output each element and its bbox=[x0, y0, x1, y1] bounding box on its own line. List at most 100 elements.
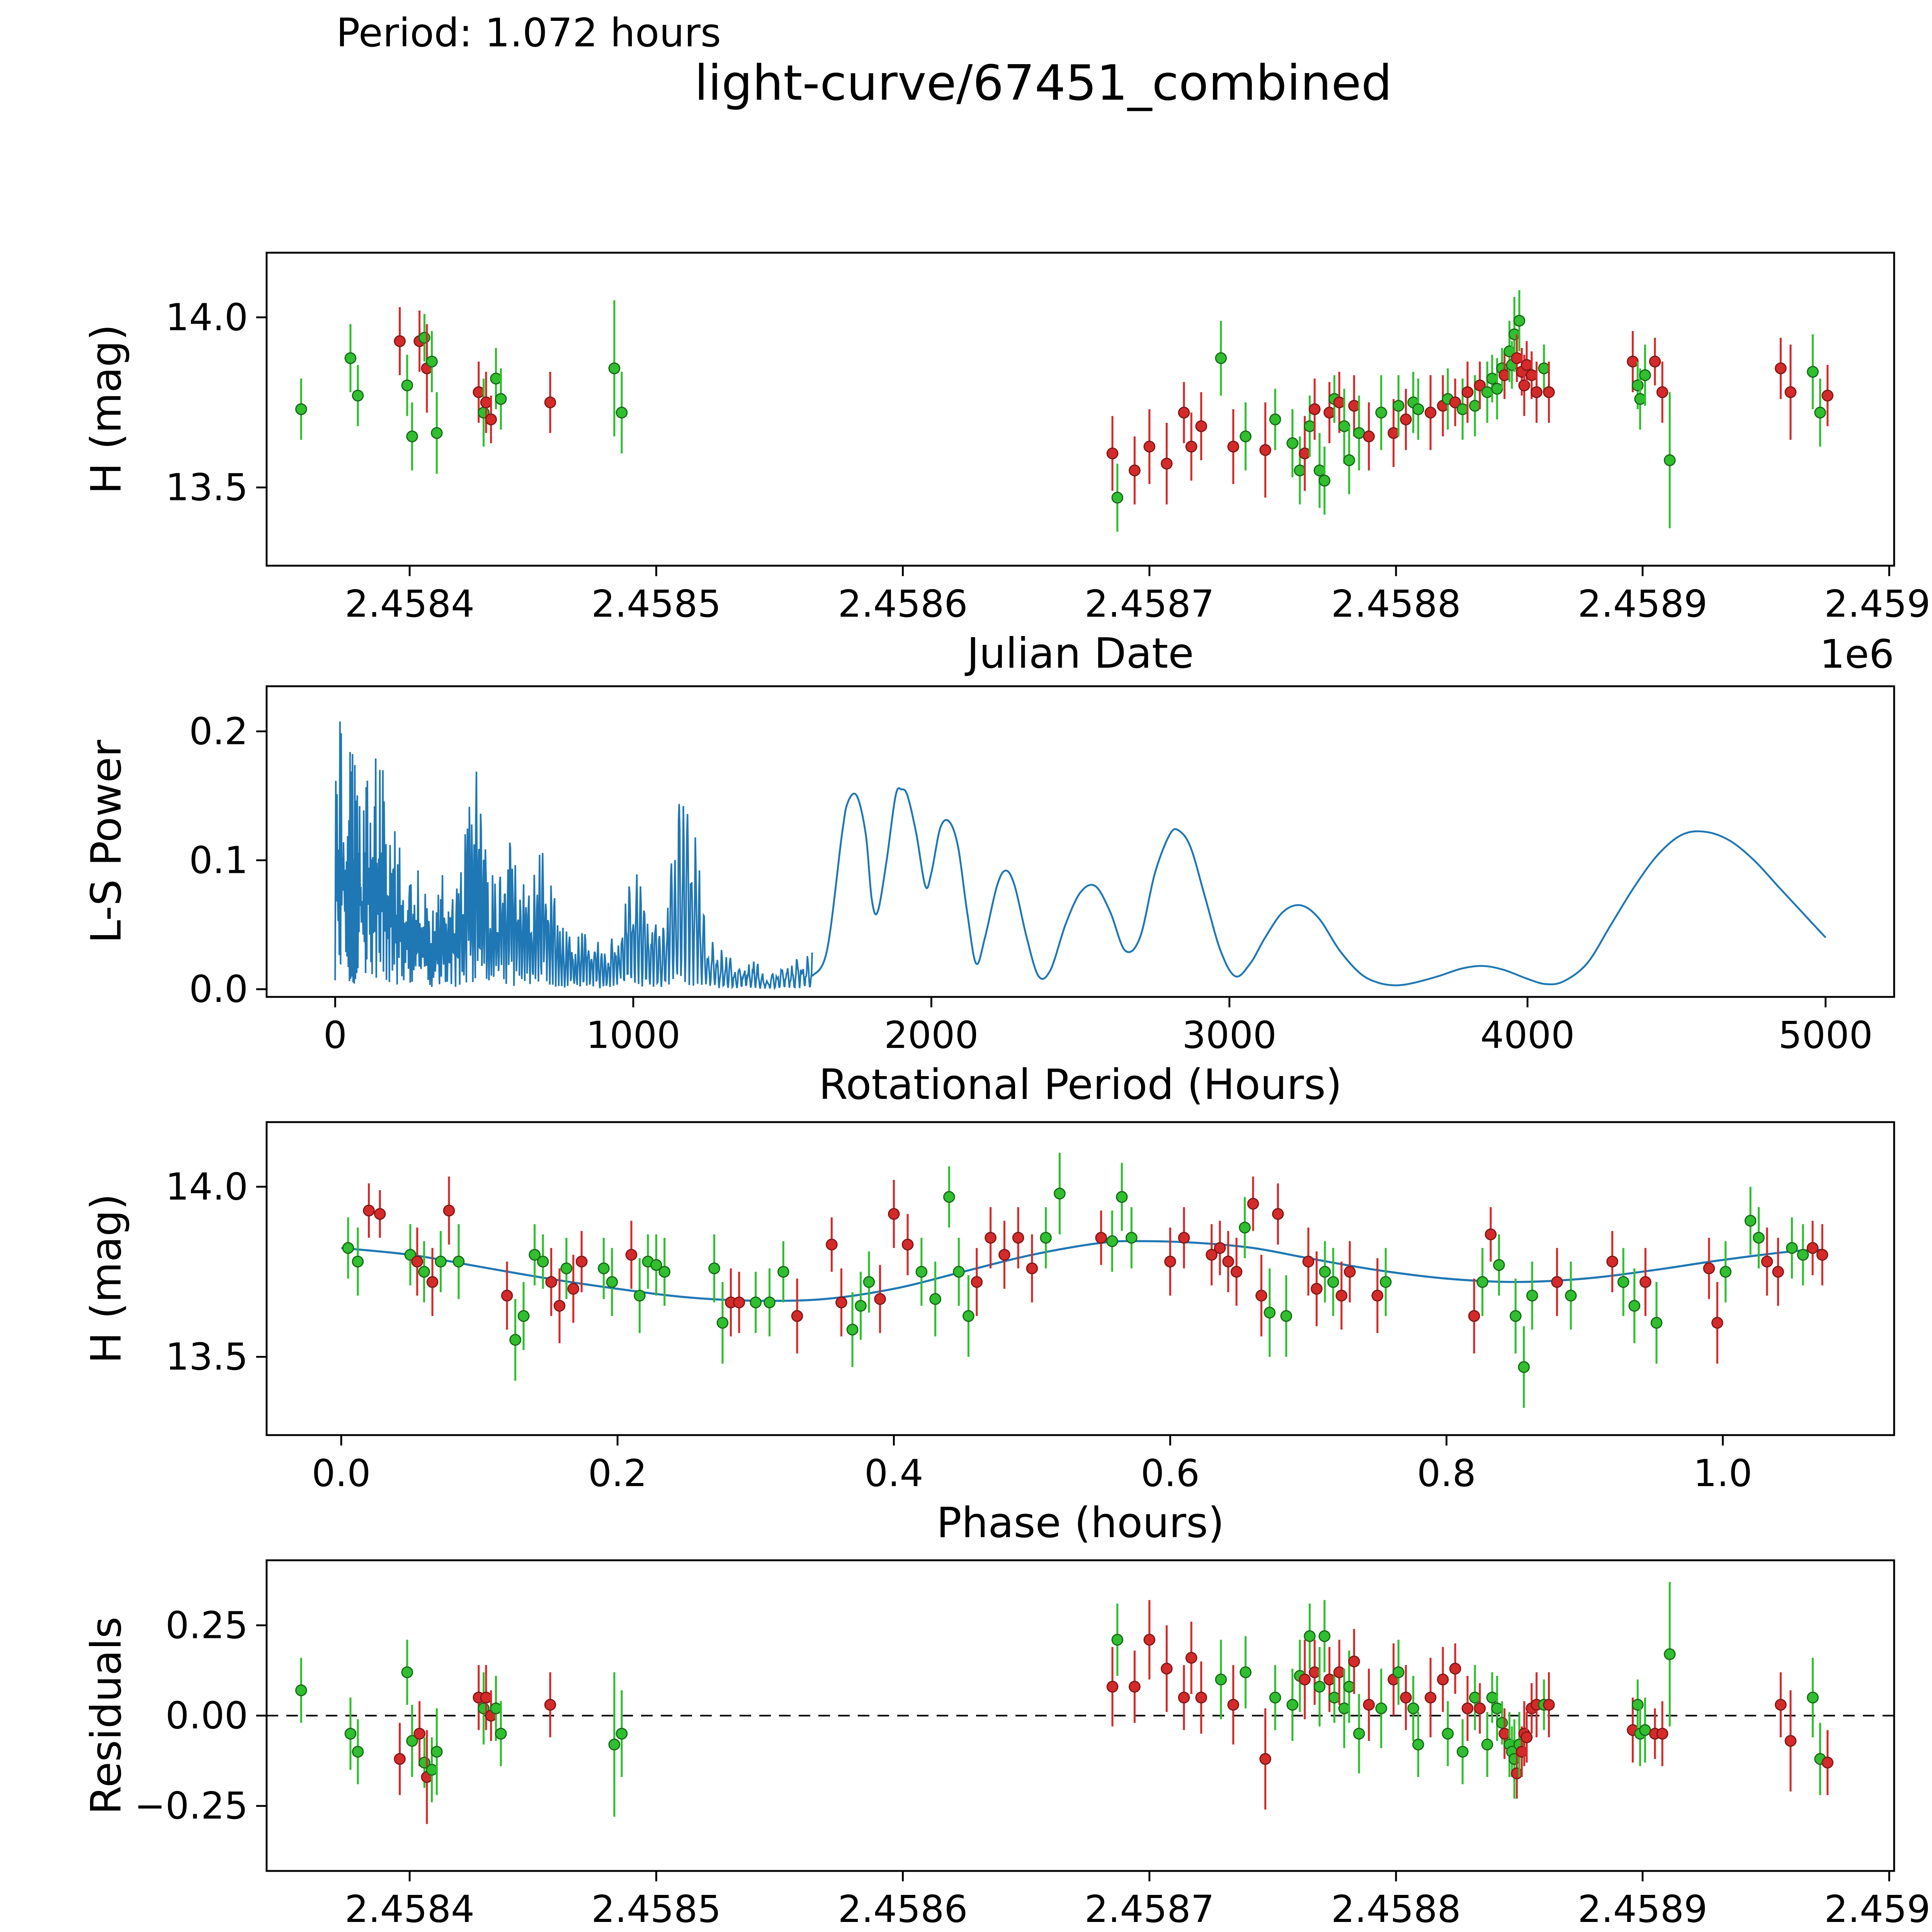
data-point bbox=[1496, 1717, 1508, 1729]
data-point bbox=[1516, 1746, 1528, 1758]
data-point bbox=[1343, 1680, 1355, 1693]
x-tick-label: 2.4585 bbox=[591, 1888, 721, 1931]
data-point bbox=[1363, 430, 1375, 442]
data-point bbox=[480, 396, 492, 408]
data-point bbox=[658, 1266, 671, 1278]
data-point bbox=[1631, 379, 1644, 391]
data-point bbox=[1371, 1289, 1384, 1302]
data-point bbox=[344, 1728, 357, 1740]
data-point bbox=[1111, 1634, 1124, 1646]
data-point bbox=[1538, 362, 1550, 374]
data-point bbox=[1338, 420, 1350, 432]
x-tick-label: 2.4589 bbox=[1578, 1888, 1708, 1931]
data-point bbox=[501, 1289, 513, 1302]
data-point bbox=[1348, 400, 1360, 412]
y-tick-label: 0.0 bbox=[189, 968, 248, 1011]
data-point bbox=[1816, 1249, 1828, 1261]
data-point bbox=[1631, 1699, 1644, 1711]
data-point bbox=[777, 1266, 789, 1278]
x-tick-label: 2.4590 bbox=[1824, 582, 1932, 626]
data-point bbox=[985, 1232, 997, 1244]
data-point bbox=[1711, 1317, 1723, 1329]
data-point bbox=[1628, 1300, 1641, 1312]
data-point bbox=[1498, 369, 1510, 381]
data-point bbox=[1095, 1232, 1107, 1244]
data-point bbox=[1328, 1691, 1340, 1704]
data-point bbox=[1513, 315, 1526, 327]
x-tick-label: 2.4586 bbox=[838, 1888, 968, 1931]
data-point bbox=[1178, 1691, 1190, 1704]
x-tick-label: 0.6 bbox=[1141, 1452, 1200, 1495]
data-point bbox=[1797, 1249, 1809, 1261]
x-axis-label-lightcurve: Julian Date bbox=[964, 629, 1194, 678]
plot-area-phase bbox=[341, 1153, 1828, 1408]
x-tick-label: 2000 bbox=[884, 1014, 978, 1057]
data-point bbox=[495, 1728, 507, 1740]
x-tick-label: 2.4587 bbox=[1085, 582, 1214, 626]
data-point bbox=[1388, 427, 1400, 439]
data-point bbox=[1508, 328, 1520, 340]
data-point bbox=[544, 396, 556, 408]
data-point bbox=[1634, 393, 1646, 405]
x-tick-label: 0.4 bbox=[864, 1452, 923, 1495]
data-point bbox=[915, 1266, 928, 1278]
data-point bbox=[1412, 403, 1424, 415]
data-point bbox=[1318, 1630, 1331, 1642]
axes-spines bbox=[265, 685, 1895, 998]
data-point bbox=[352, 389, 364, 402]
data-point bbox=[1656, 386, 1668, 398]
data-point bbox=[490, 1702, 502, 1714]
data-point bbox=[750, 1296, 762, 1308]
data-point bbox=[1518, 1361, 1530, 1373]
data-point bbox=[1129, 464, 1141, 476]
data-point bbox=[863, 1276, 875, 1288]
panel-periodogram: 0 1000 2000 3000 4000 5000 0.0 0.1 0.2 Rotational… bbox=[82, 685, 1895, 1109]
data-point bbox=[1318, 474, 1331, 487]
data-point bbox=[608, 362, 621, 374]
data-point bbox=[1543, 1699, 1555, 1711]
y-tick-label: 0.00 bbox=[165, 1694, 248, 1737]
data-point bbox=[1227, 440, 1239, 453]
y-axis-label-phase: H (mag) bbox=[82, 1194, 131, 1364]
data-point bbox=[901, 1238, 914, 1251]
data-point bbox=[998, 1249, 1010, 1261]
data-point bbox=[1353, 427, 1365, 439]
data-point bbox=[1491, 383, 1503, 395]
data-point bbox=[1240, 1666, 1252, 1679]
data-point bbox=[495, 393, 507, 405]
data-point bbox=[544, 1699, 556, 1711]
data-point bbox=[1509, 1310, 1522, 1322]
periodogram-smooth-curve bbox=[811, 787, 1827, 986]
data-point bbox=[1195, 1691, 1208, 1704]
data-point bbox=[545, 1276, 557, 1288]
data-point bbox=[733, 1296, 745, 1308]
y-tick-label: 13.5 bbox=[165, 466, 248, 509]
data-point bbox=[1259, 444, 1271, 456]
data-point bbox=[1761, 1255, 1773, 1268]
y-tick-label: 14.0 bbox=[165, 1165, 248, 1208]
data-point bbox=[529, 1249, 541, 1261]
data-point bbox=[1485, 1228, 1497, 1240]
data-point bbox=[1520, 359, 1533, 371]
data-point bbox=[1744, 1215, 1757, 1227]
data-point bbox=[342, 1242, 354, 1254]
data-point bbox=[1344, 1266, 1356, 1278]
data-point bbox=[1491, 1702, 1503, 1714]
data-point bbox=[1215, 352, 1227, 364]
data-point bbox=[1286, 1699, 1299, 1711]
data-point bbox=[394, 1753, 406, 1765]
data-point bbox=[1437, 1673, 1449, 1685]
data-point bbox=[1272, 1208, 1284, 1220]
y-axis-label-lightcurve: H (mag) bbox=[82, 324, 131, 494]
data-point bbox=[1469, 1691, 1481, 1704]
y-axis-label-periodogram: L-S Power bbox=[82, 740, 131, 943]
data-point bbox=[1784, 1735, 1797, 1747]
data-point bbox=[480, 1691, 492, 1704]
data-point bbox=[1161, 1663, 1173, 1675]
data-point bbox=[1526, 1289, 1538, 1302]
data-point bbox=[929, 1293, 941, 1305]
data-point bbox=[431, 1746, 443, 1758]
data-point bbox=[963, 1310, 975, 1322]
data-point bbox=[1511, 1767, 1523, 1779]
data-point bbox=[431, 427, 443, 439]
